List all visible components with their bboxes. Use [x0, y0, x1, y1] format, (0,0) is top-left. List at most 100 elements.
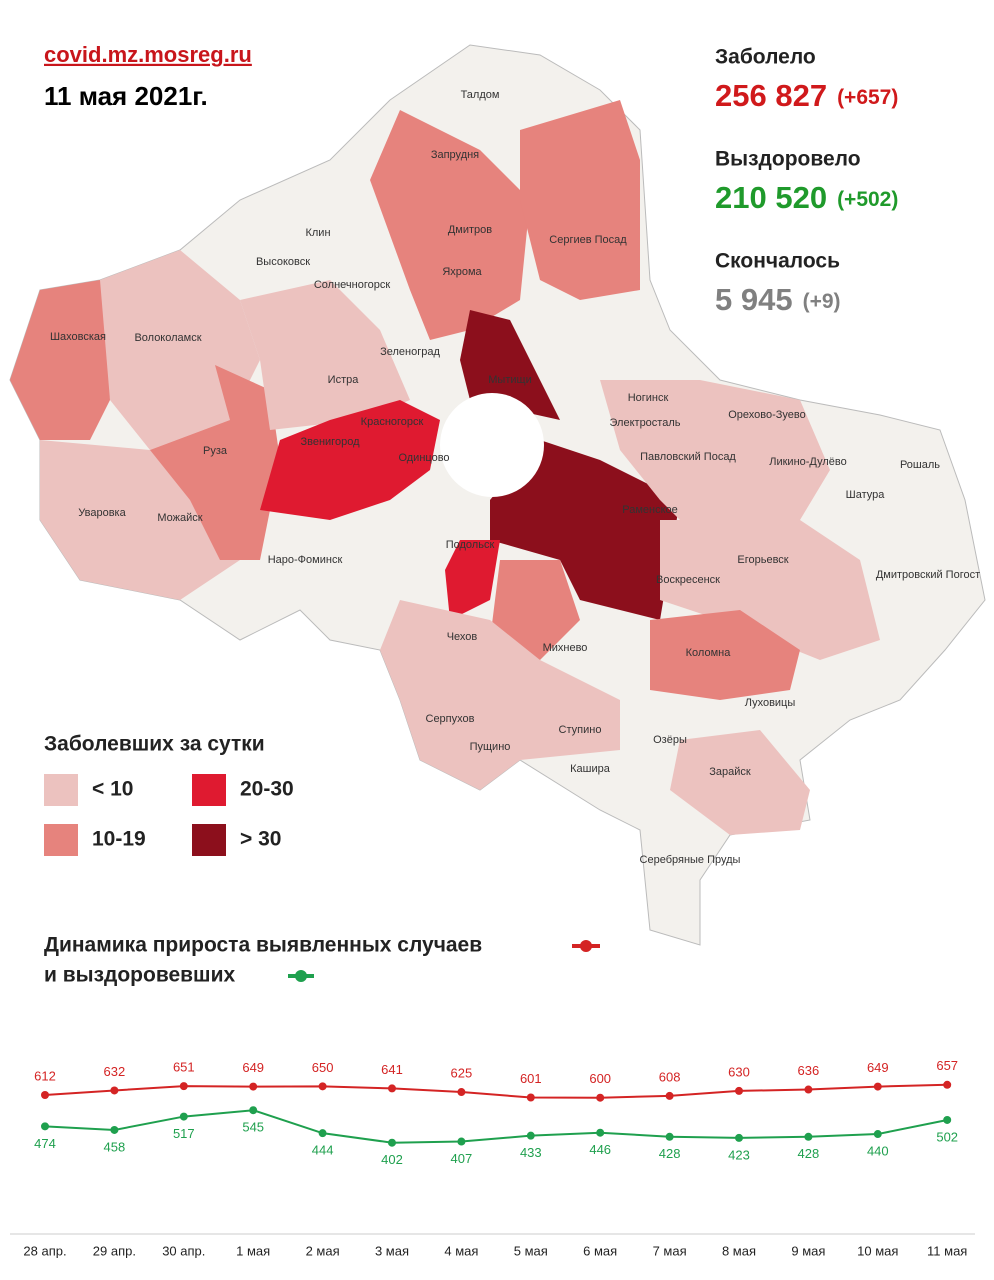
x-tick-label: 1 мая	[236, 1243, 270, 1258]
town-label: Дмитров	[448, 224, 492, 236]
point	[41, 1090, 49, 1099]
value-label: 636	[798, 1063, 820, 1078]
district	[600, 380, 830, 540]
value-label: 440	[867, 1143, 889, 1158]
x-tick-label: 10 мая	[857, 1243, 898, 1258]
town-label: Клин	[305, 227, 330, 239]
point	[943, 1115, 952, 1124]
town-label: Мытищи	[488, 374, 531, 386]
x-tick-label: 5 мая	[514, 1243, 548, 1258]
value-label: 423	[728, 1147, 750, 1162]
town-label: Талдом	[461, 89, 500, 101]
point	[526, 1131, 535, 1140]
value-label: 649	[867, 1060, 889, 1075]
town-label: Раменское	[622, 504, 678, 516]
value-label: 632	[104, 1064, 126, 1079]
value-label: 446	[589, 1142, 611, 1157]
point	[110, 1125, 119, 1134]
point	[665, 1132, 674, 1141]
town-label: Чехов	[447, 631, 478, 643]
legend-icon-green	[288, 970, 314, 982]
x-tick-label: 2 мая	[306, 1243, 340, 1258]
town-label: Электросталь	[610, 417, 681, 429]
x-tick-label: 7 мая	[653, 1243, 687, 1258]
site: covid.mz.mosreg.ru	[44, 42, 252, 67]
district	[660, 520, 880, 660]
stat-label: Заболело	[715, 46, 816, 69]
town-label: Высоковск	[256, 256, 310, 268]
town-label: Наро-Фоминск	[268, 554, 343, 566]
town-label: Дмитровский Погост	[876, 569, 980, 581]
point	[41, 1122, 49, 1131]
stat-delta: (+502)	[837, 188, 898, 211]
district	[670, 730, 810, 835]
value-label: 402	[381, 1152, 403, 1167]
icon-dot	[295, 970, 307, 982]
point	[249, 1082, 258, 1091]
point	[665, 1091, 674, 1100]
point	[249, 1106, 258, 1115]
town-label: Запрудня	[431, 149, 479, 161]
town-label: Павловский Посад	[640, 451, 736, 463]
value-label: 601	[520, 1071, 542, 1086]
value-label: 657	[936, 1058, 958, 1073]
date: 11 мая 2021г.	[44, 81, 208, 111]
town-label: Сергиев Посад	[549, 234, 627, 246]
value-label: 608	[659, 1069, 681, 1084]
town-label: Орехово-Зуево	[728, 409, 806, 421]
legend-swatch	[44, 774, 78, 806]
town-label: Шатура	[846, 489, 886, 501]
district	[370, 110, 530, 340]
point	[457, 1088, 466, 1097]
point	[457, 1137, 466, 1146]
value-label: 502	[936, 1129, 958, 1144]
district	[260, 400, 440, 520]
point	[804, 1132, 813, 1141]
district	[445, 540, 500, 620]
district	[10, 280, 110, 440]
stat-value: 256 827 (+657)	[715, 78, 898, 113]
town-labels: Талдом Запрудня Клин Дмитров Сергиев Посад Вы…	[50, 89, 980, 866]
point	[735, 1086, 743, 1095]
town-label: Воскресенск	[656, 574, 720, 586]
legend-label: > 30	[240, 828, 281, 851]
town-label: Михнево	[543, 642, 588, 654]
stat-delta: (+9)	[803, 290, 841, 313]
value-label: 649	[242, 1060, 264, 1075]
district	[100, 250, 260, 450]
district	[240, 280, 410, 430]
town-label: Можайск	[157, 512, 202, 524]
point	[735, 1133, 743, 1142]
point	[388, 1084, 396, 1093]
district	[460, 310, 560, 420]
legend-icon-red	[572, 940, 600, 952]
series-line	[44, 1109, 948, 1144]
legend-title: Заболевших за сутки	[44, 733, 265, 756]
x-tick-label: 8 мая	[722, 1243, 756, 1258]
x-tick-label: 6 мая	[583, 1243, 617, 1258]
stat-delta: (+657)	[837, 86, 898, 109]
value-label: 625	[451, 1065, 473, 1080]
stat-value: 5 945 (+9)	[715, 282, 841, 317]
legend-swatch	[192, 774, 226, 806]
town-label: Солнечногорск	[314, 279, 390, 291]
x-tick-label: 11 мая	[927, 1243, 967, 1258]
x-tick-label: 30 апр.	[162, 1243, 205, 1258]
legend: < 10 10-19 20-30 > 30	[44, 774, 294, 856]
town-label: Подольск	[446, 539, 495, 551]
town-label: Красногорск	[361, 416, 424, 428]
chart-subtitle: и выздоровевших	[44, 964, 235, 987]
town-label: Ступино	[559, 724, 602, 736]
point	[388, 1138, 396, 1147]
value-label: 600	[589, 1071, 611, 1086]
point	[179, 1112, 188, 1121]
town-label: Егорьевск	[737, 554, 788, 566]
stat-number: 5 945	[715, 282, 793, 317]
town-label: Шаховская	[50, 331, 106, 343]
district	[490, 560, 580, 660]
icon-dot	[580, 940, 592, 952]
line-chart: 28 апр. 29 апр. 30 апр. 1 мая 2 мая 3 мая 4 ма…	[23, 1058, 967, 1258]
point	[596, 1093, 605, 1102]
legend-swatch	[192, 824, 226, 856]
